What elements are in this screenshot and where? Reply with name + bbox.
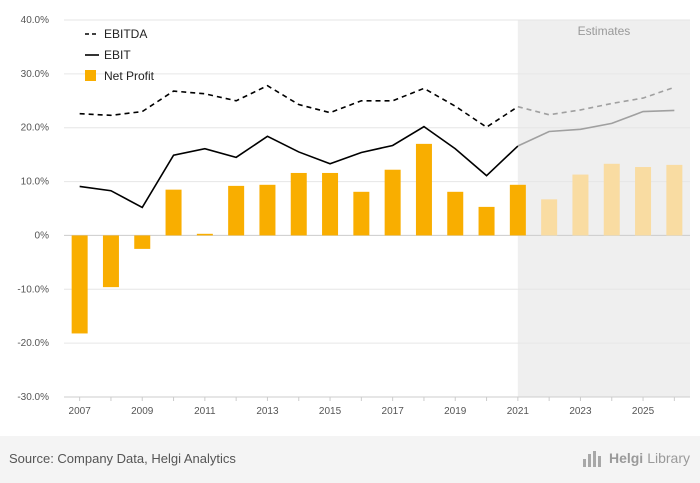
logo-text-bold: Helgi xyxy=(608,450,644,466)
x-tick-label: 2025 xyxy=(632,406,655,417)
x-tick-label: 2013 xyxy=(256,406,279,417)
net-profit-bar xyxy=(635,167,652,236)
legend: EBITDA EBIT Net Profit xyxy=(85,27,155,83)
net-profit-bar xyxy=(415,143,432,236)
net-profit-bar xyxy=(71,235,88,334)
net-profit-bar xyxy=(666,164,683,236)
y-tick-label: -10.0% xyxy=(17,284,49,295)
legend-ebitda-label: EBITDA xyxy=(104,27,147,41)
x-tick-label: 2011 xyxy=(194,406,216,417)
y-tick-label: -20.0% xyxy=(17,338,49,349)
legend-net-profit-swatch xyxy=(85,70,96,81)
net-profit-bar xyxy=(541,199,558,236)
chart: Estimates 40.0% 30.0% 20.0% 10.0% 0% -10.0% -2… xyxy=(17,15,690,417)
y-tick-label: 0% xyxy=(35,230,50,241)
y-tick-label: 20.0% xyxy=(21,123,49,134)
net-profit-bar xyxy=(165,189,182,236)
y-tick-label: 30.0% xyxy=(21,69,49,80)
net-profit-bar xyxy=(509,184,526,236)
x-tick-label: 2023 xyxy=(569,406,592,417)
net-profit-bar xyxy=(447,191,464,236)
y-axis-ticks: 40.0% 30.0% 20.0% 10.0% 0% -10.0% -20.0% -30.0% xyxy=(17,15,49,403)
helgi-library-logo: Helgi Library xyxy=(582,447,690,469)
net-profit-bar xyxy=(134,235,151,249)
net-profit-bar xyxy=(572,174,589,236)
legend-net-profit-label: Net Profit xyxy=(104,69,155,83)
x-tick-label: 2019 xyxy=(444,406,467,417)
x-tick-label: 2017 xyxy=(382,406,405,417)
grid-lines xyxy=(64,19,690,398)
x-tick-label: 2021 xyxy=(507,406,530,417)
y-tick-label: 40.0% xyxy=(21,15,49,26)
legend-ebit-label: EBIT xyxy=(104,48,131,62)
net-profit-bar xyxy=(102,235,119,288)
estimates-label: Estimates xyxy=(578,24,631,38)
net-profit-bars xyxy=(71,143,683,334)
x-tick-label: 2007 xyxy=(69,406,92,417)
net-profit-bar xyxy=(384,169,401,236)
y-tick-label: -30.0% xyxy=(17,392,49,403)
net-profit-bar xyxy=(228,185,245,236)
y-tick-label: 10.0% xyxy=(21,177,49,188)
ebit-line xyxy=(79,125,519,209)
x-tick-label: 2009 xyxy=(131,406,154,417)
net-profit-bar xyxy=(478,206,495,236)
net-profit-bar xyxy=(353,191,370,236)
net-profit-bar xyxy=(290,172,307,236)
logo-text-light: Library xyxy=(647,450,690,466)
net-profit-bar xyxy=(259,184,276,236)
source-note: Source: Company Data, Helgi Analytics xyxy=(9,451,236,466)
net-profit-bar xyxy=(196,233,213,236)
series-lines xyxy=(79,84,675,209)
x-axis-ticks: 2007 2009 2011 2013 2015 2017 2019 2021 2023 2025 xyxy=(69,397,675,417)
building-icon xyxy=(582,449,605,467)
net-profit-bar xyxy=(322,172,339,236)
ebitda-line xyxy=(79,84,519,129)
ebit-estimate-line xyxy=(517,109,675,147)
x-tick-label: 2015 xyxy=(319,406,342,417)
net-profit-bar xyxy=(603,163,620,236)
